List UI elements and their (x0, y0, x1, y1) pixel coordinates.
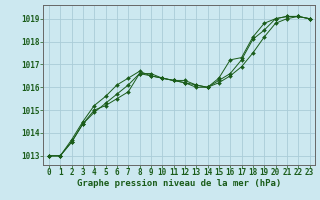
X-axis label: Graphe pression niveau de la mer (hPa): Graphe pression niveau de la mer (hPa) (77, 179, 281, 188)
